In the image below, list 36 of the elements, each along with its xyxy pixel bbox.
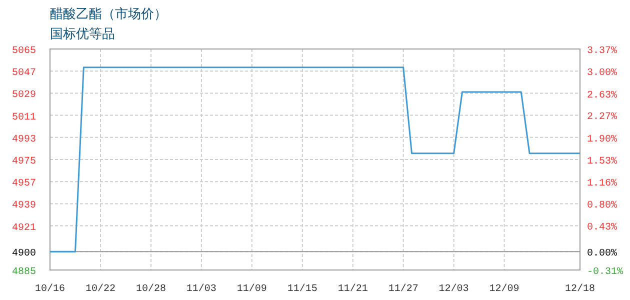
x-tick-label: 11/09 bbox=[236, 283, 267, 295]
y-tick-label: 4921 bbox=[12, 222, 36, 234]
y2-tick-label: 3.00% bbox=[587, 68, 618, 80]
y-tick-label: 5065 bbox=[12, 46, 36, 57]
y-tick-label: 4975 bbox=[12, 156, 36, 168]
chart-subtitle: 国标优等品 bbox=[50, 27, 115, 42]
y-tick-label: 4900 bbox=[12, 248, 36, 260]
x-tick-label: 10/22 bbox=[85, 283, 116, 295]
y-tick-label: 5029 bbox=[12, 90, 36, 102]
y-tick-label: 4957 bbox=[12, 178, 36, 190]
y2-tick-label: 2.27% bbox=[587, 112, 618, 124]
x-tick-label: 12/18 bbox=[564, 283, 596, 295]
y2-tick-label: 0.00% bbox=[587, 248, 618, 260]
x-tick-label: 11/15 bbox=[287, 283, 318, 295]
y-tick-label: 5011 bbox=[12, 112, 36, 124]
x-tick-label: 12/03 bbox=[438, 283, 469, 295]
y-tick-label: 4939 bbox=[12, 200, 36, 212]
x-tick-label: 10/28 bbox=[136, 283, 166, 295]
y2-tick-label: 0.80% bbox=[587, 200, 618, 212]
x-tick-label: 11/21 bbox=[338, 283, 368, 295]
line-series bbox=[49, 66, 581, 252]
x-tick-label: 11/03 bbox=[186, 283, 216, 295]
y-tick-label: 4885 bbox=[12, 267, 36, 278]
y2-tick-label: 2.63% bbox=[587, 90, 618, 102]
y2-tick-label: 1.53% bbox=[587, 156, 618, 168]
y-tick-label: 4993 bbox=[12, 134, 36, 146]
y2-tick-label: 1.16% bbox=[587, 178, 618, 190]
chart-title: 醋酸乙酯（市场价） bbox=[50, 7, 167, 22]
y2-tick-label: 1.90% bbox=[587, 134, 618, 146]
x-tick-label: 11/27 bbox=[388, 283, 418, 295]
x-tick-label: 12/09 bbox=[489, 283, 520, 295]
x-tick-label: 10/16 bbox=[34, 283, 66, 295]
y2-tick-label: -0.31% bbox=[587, 267, 624, 278]
y2-tick-label: 3.37% bbox=[587, 46, 618, 57]
y2-tick-label: 0.43% bbox=[587, 222, 618, 234]
y-tick-label: 5047 bbox=[12, 68, 36, 80]
